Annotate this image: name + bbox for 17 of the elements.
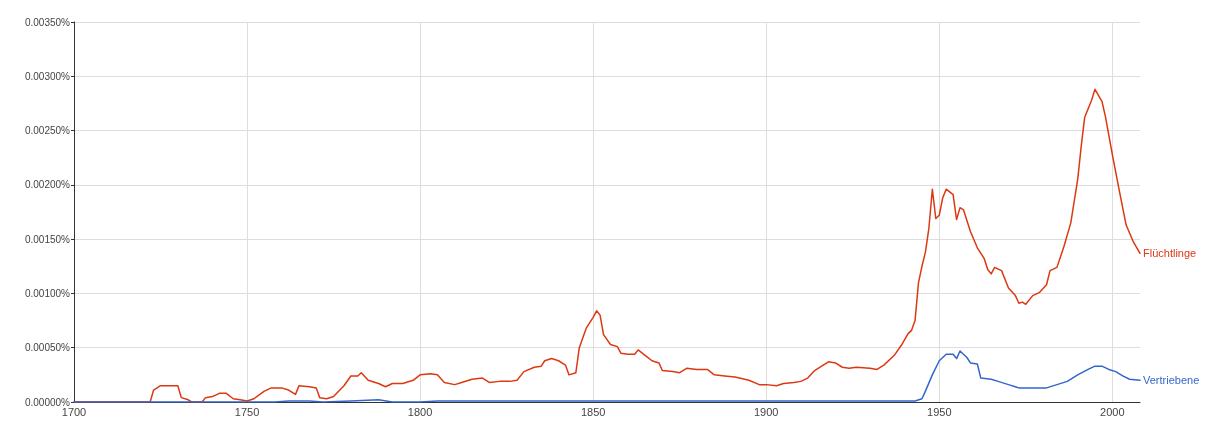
x-tick-label: 1750 [234, 405, 260, 418]
x-tick-label: 1700 [61, 405, 87, 418]
x-tick-label: 1850 [580, 405, 606, 418]
y-tick-label: 0.00250% [24, 125, 71, 137]
y-tick-label: 0.00000% [24, 396, 71, 408]
x-tick-label: 1800 [407, 405, 433, 418]
y-tick-label: 0.00300% [24, 70, 71, 82]
series-label: Vertriebene [1143, 374, 1200, 387]
x-tick-label: 1900 [753, 405, 779, 418]
series-label: Flüchtlinge [1143, 247, 1197, 260]
y-tick-label: 0.00100% [24, 287, 71, 299]
y-tick-label: 0.00150% [24, 233, 71, 245]
y-tick-label: 0.00200% [24, 179, 71, 191]
x-tick-label: 2000 [1100, 405, 1125, 418]
y-tick-label: 0.00350% [24, 16, 71, 28]
x-tick-label: 1950 [927, 405, 952, 418]
y-tick-label: 0.00050% [24, 342, 71, 354]
